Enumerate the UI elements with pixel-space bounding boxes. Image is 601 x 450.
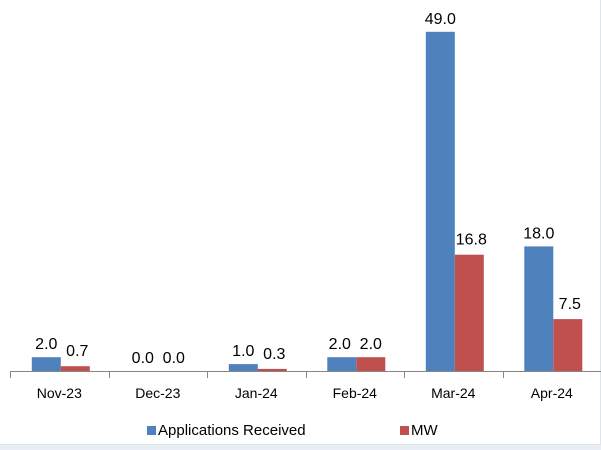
- x-tick-label-mar-24: Mar-24: [431, 385, 476, 401]
- bar-mw-mar-24: [454, 254, 484, 371]
- data-label-mw-nov-23: 0.7: [66, 343, 88, 360]
- x-axis: Nov-23 Dec-23 Jan-24 Feb-24 Mar-24 Apr-24: [10, 371, 601, 401]
- data-label-applications-mar-24: 49.0: [425, 11, 456, 28]
- bar-applications-mar-24: [425, 31, 455, 372]
- data-label-mw-apr-24: 7.5: [559, 296, 581, 313]
- x-tick-label-dec-23: Dec-23: [135, 385, 180, 401]
- x-tick-label-feb-24: Feb-24: [333, 385, 378, 401]
- bar-applications-apr-24: [524, 246, 554, 371]
- data-label-mw-jan-24: 0.3: [263, 346, 285, 363]
- bar-mw-apr-24: [553, 319, 583, 371]
- bar-applications-nov-23: [31, 357, 61, 371]
- data-label-applications-dec-23: 0.0: [132, 350, 154, 367]
- bar-mw-jan-24: [257, 368, 287, 371]
- legend-label-applications: Applications Received: [158, 422, 306, 439]
- bar-mw-nov-23: [60, 366, 90, 371]
- data-label-mw-dec-23: 0.0: [163, 350, 185, 367]
- bar-applications-jan-24: [228, 364, 258, 371]
- bar-applications-feb-24: [327, 357, 357, 371]
- bar-mw-feb-24: [356, 357, 386, 371]
- x-tick-label-jan-24: Jan-24: [235, 385, 278, 401]
- data-label-applications-feb-24: 2.0: [329, 336, 351, 353]
- legend-swatch-mw: [400, 426, 409, 435]
- x-tick-label-apr-24: Apr-24: [531, 385, 573, 401]
- bars-layer: [31, 31, 583, 372]
- data-label-mw-feb-24: 2.0: [360, 336, 382, 353]
- legend: Applications Received MW: [147, 422, 438, 439]
- legend-swatch-applications: [147, 426, 156, 435]
- data-label-mw-mar-24: 16.8: [456, 232, 487, 249]
- legend-label-mw: MW: [411, 422, 438, 439]
- data-labels-layer: 2.0 0.7 0.0 0.0 1.0 0.3 2.0 2.0 49.0 16.8 18.0 7.5: [35, 11, 581, 367]
- x-tick-label-nov-23: Nov-23: [37, 385, 82, 401]
- data-label-applications-jan-24: 1.0: [232, 343, 254, 360]
- data-label-applications-nov-23: 2.0: [35, 336, 57, 353]
- data-label-applications-apr-24: 18.0: [523, 225, 554, 242]
